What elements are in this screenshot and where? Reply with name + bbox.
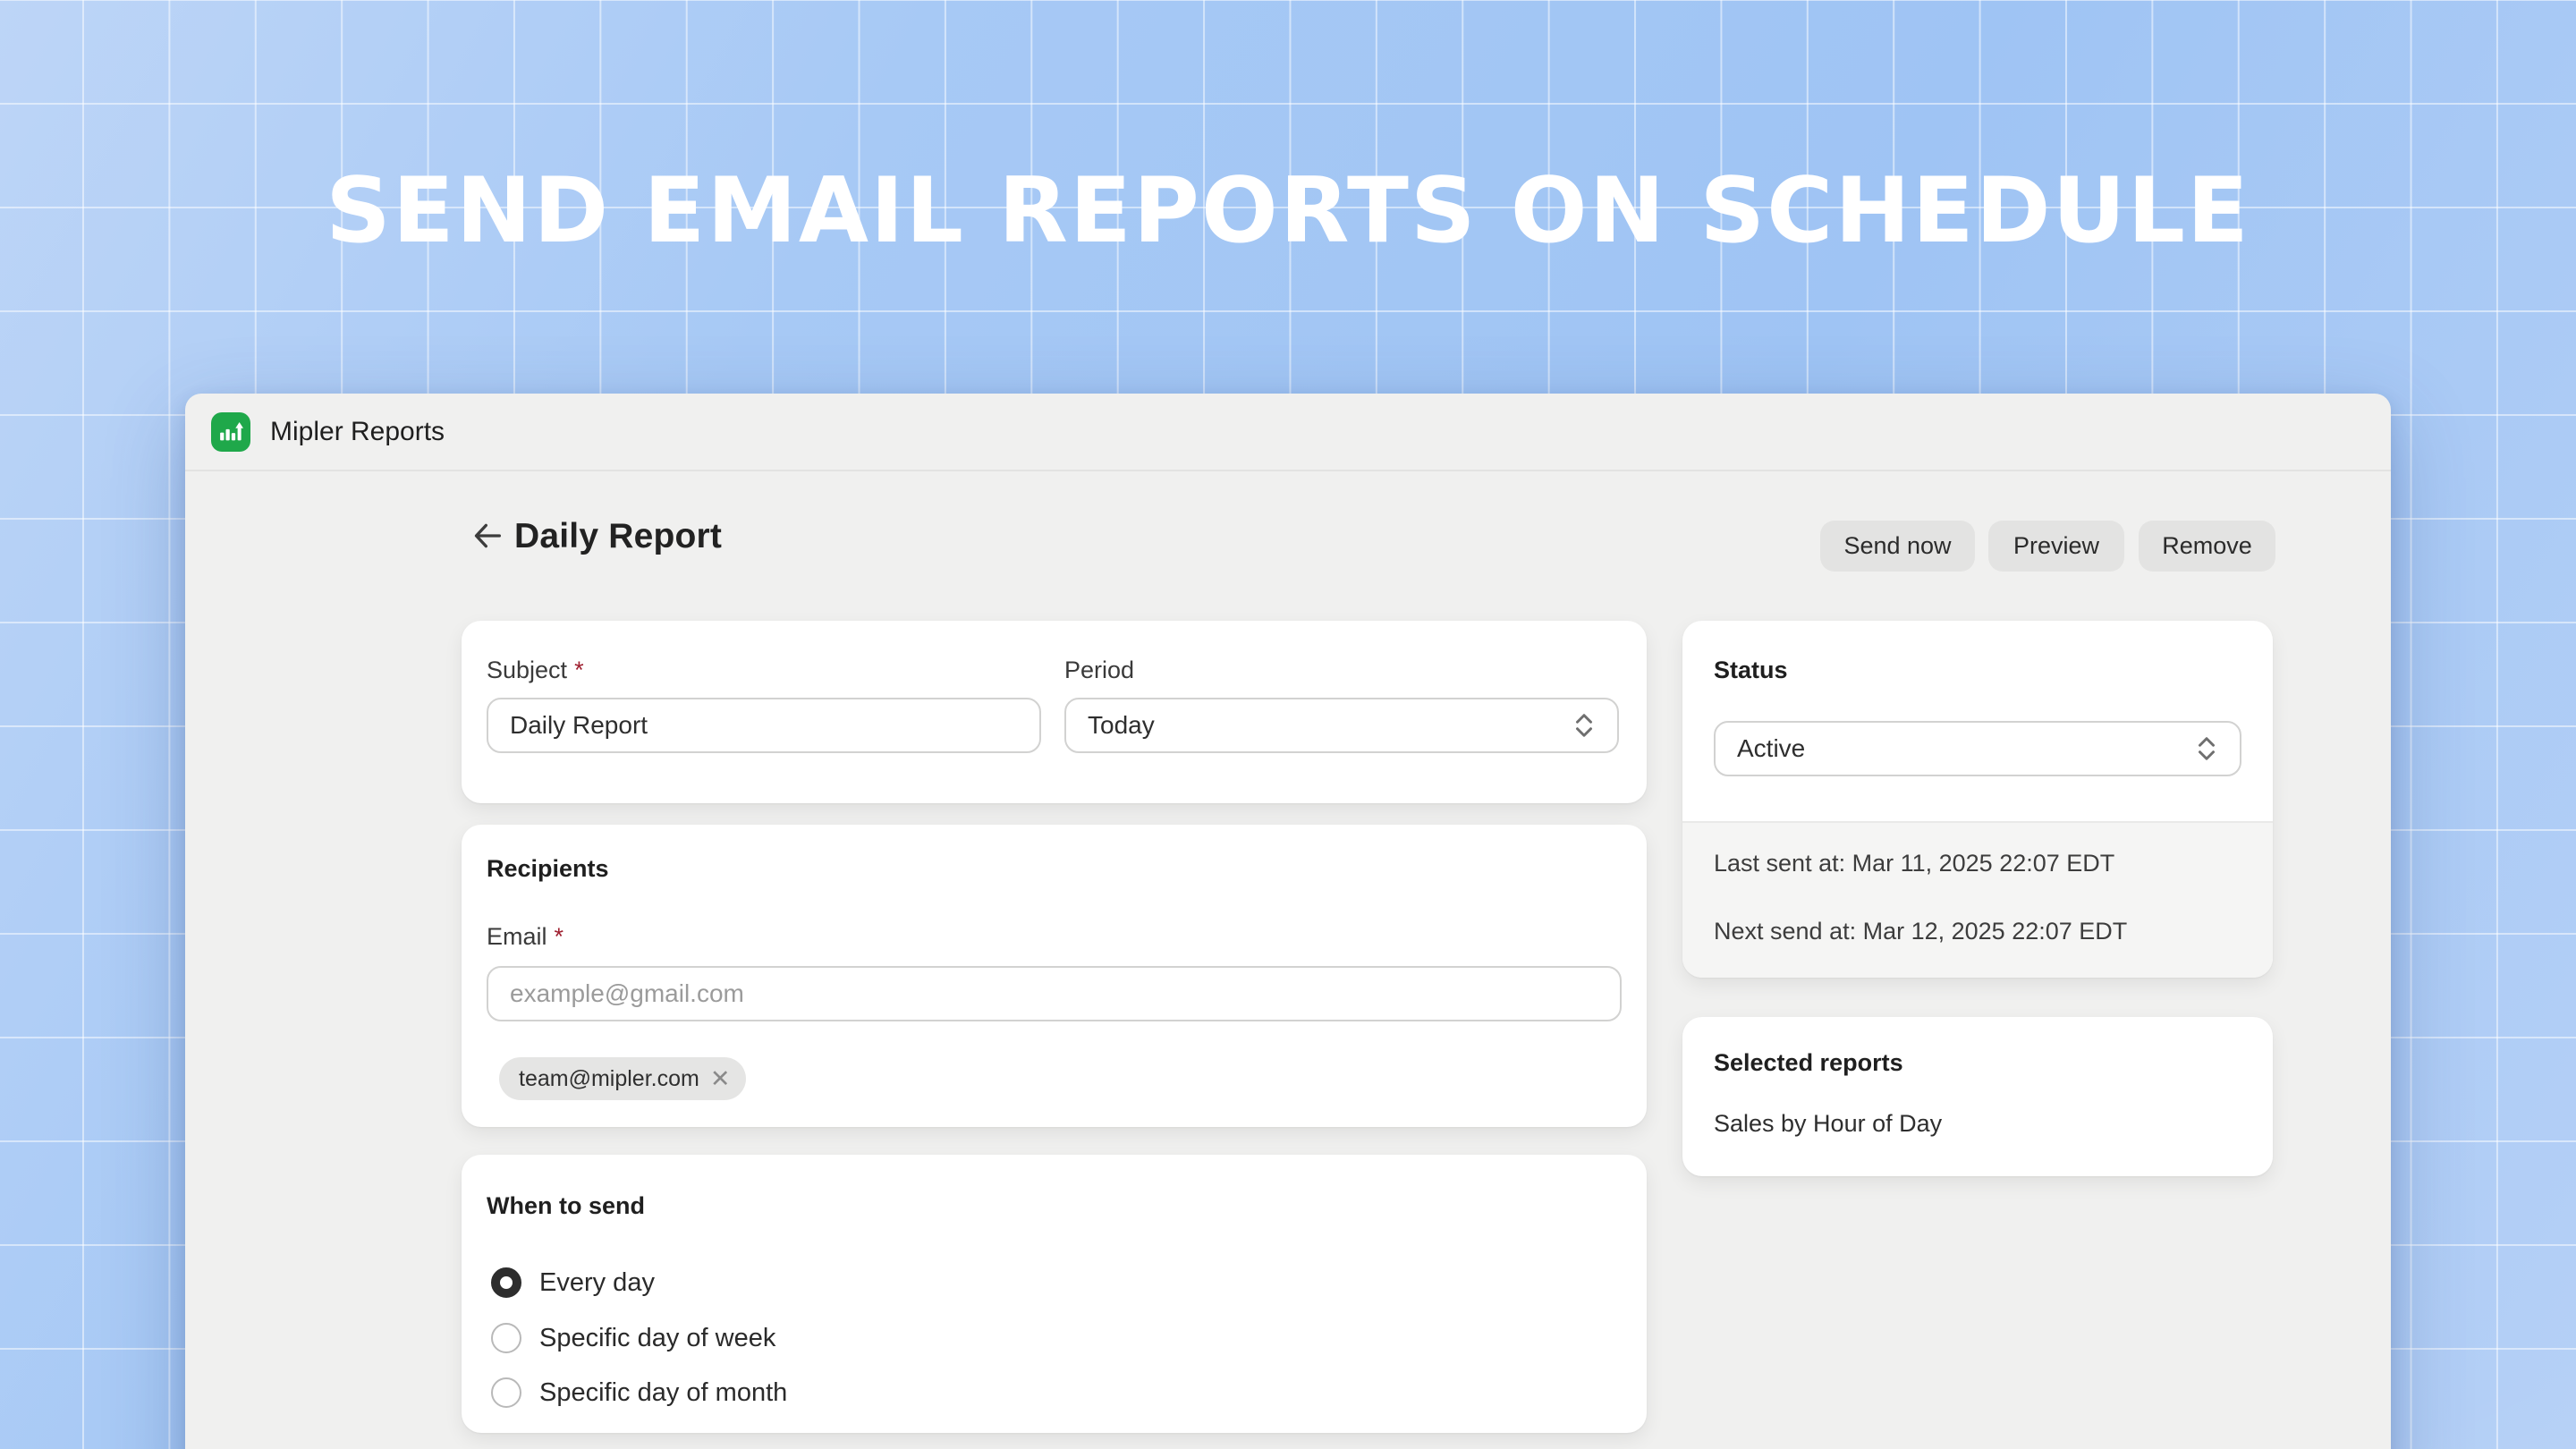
- required-asterisk: *: [554, 923, 564, 950]
- select-chevrons-icon: [2199, 737, 2215, 760]
- arrow-left-icon: [474, 523, 501, 548]
- recipients-heading: Recipients: [487, 855, 609, 882]
- app-name: Mipler Reports: [270, 416, 445, 446]
- status-heading: Status: [1714, 657, 1788, 683]
- required-asterisk: *: [574, 657, 584, 683]
- radio-icon: [491, 1323, 521, 1353]
- email-input[interactable]: [487, 966, 1622, 1021]
- subject-label: Subject *: [487, 657, 584, 683]
- radio-option-every-day[interactable]: Every day: [491, 1267, 655, 1298]
- chip-remove-icon[interactable]: ✕: [709, 1064, 731, 1092]
- period-select-value: Today: [1088, 711, 1155, 739]
- period-select[interactable]: Today: [1064, 698, 1619, 753]
- window-body: Daily Report Send now Preview Remove Sub…: [185, 473, 2391, 1449]
- select-chevrons-icon: [1576, 714, 1592, 737]
- back-button[interactable]: [468, 516, 507, 555]
- send-now-button[interactable]: Send now: [1820, 521, 1975, 572]
- selected-reports-heading: Selected reports: [1714, 1049, 1903, 1076]
- radio-label: Every day: [539, 1267, 655, 1297]
- app-window: Mipler Reports Daily Report Send now Pre…: [185, 394, 2391, 1449]
- next-send-text: Next send at: Mar 12, 2025 22:07 EDT: [1714, 918, 2128, 945]
- last-sent-text: Last sent at: Mar 11, 2025 22:07 EDT: [1714, 850, 2115, 877]
- email-label: Email *: [487, 923, 564, 950]
- email-chip: team@mipler.com ✕: [499, 1057, 747, 1100]
- preview-button[interactable]: Preview: [1988, 521, 2124, 572]
- radio-option-day-of-week[interactable]: Specific day of week: [491, 1323, 775, 1353]
- radio-label: Specific day of month: [539, 1377, 788, 1407]
- page-title: Daily Report: [514, 517, 723, 555]
- bar-chart-arrow-icon: [220, 421, 243, 440]
- mipler-logo-icon: [211, 411, 250, 452]
- selected-reports-card: Selected reports Sales by Hour of Day: [1682, 1017, 2273, 1176]
- radio-icon: [491, 1377, 521, 1408]
- radio-option-day-of-month[interactable]: Specific day of month: [491, 1377, 787, 1408]
- subject-period-card: Subject* Period Today: [462, 621, 1647, 803]
- when-to-send-card: When to send Every day Specific day of w…: [462, 1155, 1647, 1433]
- report-item[interactable]: Sales by Hour of Day: [1714, 1110, 1943, 1137]
- when-to-send-heading: When to send: [487, 1192, 645, 1219]
- hero-title: SEND EMAIL REPORTS ON SCHEDULE: [326, 157, 2250, 263]
- status-footer: Last sent at: Mar 11, 2025 22:07 EDT Nex…: [1682, 821, 2273, 978]
- remove-button[interactable]: Remove: [2139, 521, 2275, 572]
- radio-label: Specific day of week: [539, 1323, 776, 1352]
- email-chip-text: team@mipler.com: [519, 1065, 699, 1091]
- subject-input[interactable]: [487, 698, 1041, 753]
- recipients-card: Recipients Email* team@mipler.com ✕: [462, 825, 1647, 1127]
- status-card: Status Active Last sent at: Mar 11, 2025…: [1682, 621, 2273, 978]
- app-header: Mipler Reports: [185, 394, 2391, 471]
- radio-icon: [491, 1267, 521, 1298]
- status-select[interactable]: Active: [1714, 721, 2241, 776]
- status-select-value: Active: [1737, 734, 1806, 762]
- period-label: Period: [1064, 657, 1135, 683]
